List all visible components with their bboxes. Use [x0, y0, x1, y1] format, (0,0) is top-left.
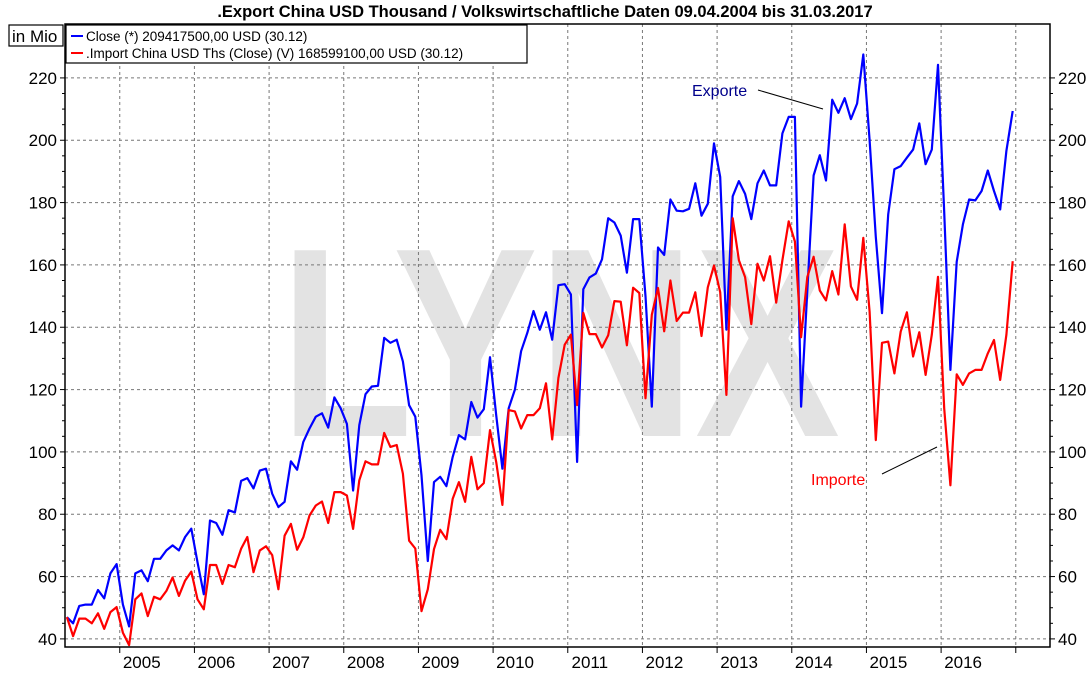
y-tick-label-left: 120 [29, 381, 57, 400]
y-tick-label-left: 220 [29, 69, 57, 88]
y-tick-label-right: 200 [1058, 131, 1086, 150]
y-axis-right: 40 60 80 100 120 140 160 180 200 220 [1050, 69, 1086, 649]
y-tick-label-right: 220 [1058, 69, 1086, 88]
y-tick-label-left: 40 [38, 630, 57, 649]
x-tick-label: 2012 [646, 653, 684, 672]
annotation-imports-label: Importe [811, 472, 865, 489]
legend-label-exports: Close (*) 209417500,00 USD (30.12) [86, 29, 307, 44]
unit-label-box [8, 24, 64, 47]
x-tick-label: 2011 [571, 653, 608, 672]
y-tick-label-right: 60 [1058, 568, 1077, 587]
x-tick-label: 2009 [422, 653, 460, 672]
y-tick-label-left: 100 [29, 443, 57, 462]
y-tick-label-left: 160 [29, 256, 57, 275]
y-tick-label-right: 120 [1058, 381, 1086, 400]
y-tick-label-left: 60 [38, 568, 57, 587]
y-tick-label-left: 180 [29, 194, 57, 213]
y-tick-label-left: 80 [38, 505, 57, 524]
annotation-exports: Exporte [692, 83, 824, 110]
y-tick-label-right: 180 [1058, 194, 1086, 213]
x-tick-label: 2015 [870, 653, 908, 672]
x-tick-label: 2013 [720, 653, 758, 672]
annotation-imports-pointer [881, 446, 938, 475]
x-tick-label: 2005 [123, 653, 161, 672]
annotation-exports-label: Exporte [692, 83, 747, 100]
legend-box [65, 24, 528, 64]
series-group [65, 53, 1014, 647]
series-line-exports [66, 53, 1014, 628]
x-tick-label: 2008 [347, 653, 385, 672]
x-tick-label: 2016 [944, 653, 982, 672]
unit-label: in Mio [12, 27, 57, 46]
y-tick-label-right: 160 [1058, 256, 1086, 275]
x-axis: 2005 2006 2007 2008 2009 2010 2011 2012 2013 2014… [119, 647, 1017, 672]
y-tick-label-right: 80 [1058, 505, 1077, 524]
y-tick-label-left: 200 [29, 131, 57, 150]
annotation-exports-pointer [757, 89, 824, 110]
legend: Close (*) 209417500,00 USD (30.12) .Impo… [65, 24, 528, 64]
y-tick-label-right: 40 [1058, 630, 1077, 649]
x-tick-label: 2014 [795, 653, 833, 672]
y-axis-left: 40 60 80 100 120 140 160 180 200 220 [29, 69, 65, 649]
y-tick-label-right: 140 [1058, 318, 1086, 337]
grid-lines [65, 24, 1050, 647]
plot-frame [64, 23, 1051, 648]
x-tick-label: 2007 [272, 653, 310, 672]
lynx-watermark: LYNX [280, 193, 841, 494]
series-line-imports [65, 217, 1014, 647]
y-tick-label-left: 140 [29, 318, 57, 337]
chart-title: .Export China USD Thousand / Volkswirtsc… [217, 3, 872, 21]
x-tick-label: 2006 [198, 653, 236, 672]
annotation-imports: Importe [811, 446, 938, 489]
x-tick-label: 2010 [496, 653, 534, 672]
legend-label-imports: .Import China USD Ths (Close) (V) 168599… [86, 46, 463, 61]
y-tick-label-right: 100 [1058, 443, 1086, 462]
